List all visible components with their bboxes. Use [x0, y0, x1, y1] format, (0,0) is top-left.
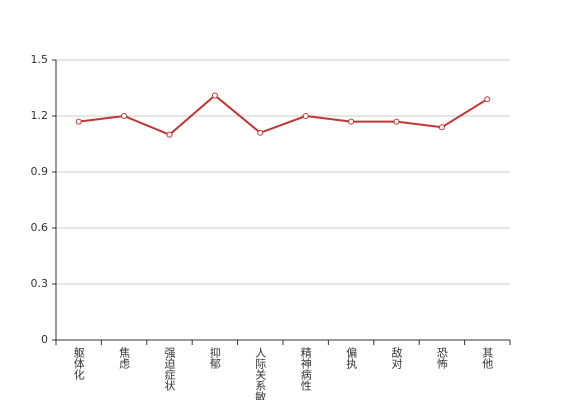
point [348, 118, 355, 125]
point [121, 113, 128, 119]
x-tick-label: 偏执 [345, 346, 358, 370]
y-tick-label: 0.9 [31, 165, 49, 178]
point [75, 118, 82, 125]
point [166, 131, 173, 138]
x-tick-label: 躯体化 [72, 347, 85, 381]
y-tick-label: 0 [41, 333, 48, 346]
x-tick-label: 抑郁 [208, 346, 221, 369]
y-tick-label: 0.6 [31, 221, 49, 234]
x-tick-label: 其他 [481, 347, 494, 369]
x-tick-label: 敌对 [390, 346, 403, 369]
y-tick-label: 1.2 [31, 109, 49, 122]
x-tick-label: 强迫症状 [163, 347, 176, 391]
line [78, 94, 488, 136]
point [393, 118, 400, 125]
x-tick-label: 人际关系敏感 [254, 347, 267, 400]
y-tick-label: 1.5 [31, 53, 49, 66]
x-tick-label: 精神病性 [299, 347, 312, 392]
x-tick-label: 焦虑 [118, 347, 131, 369]
y-tick-label: 0.3 [31, 277, 49, 290]
point [438, 124, 445, 131]
x-tick-label: 恐怖 [435, 347, 448, 369]
point [211, 92, 218, 99]
point [302, 113, 309, 119]
point [484, 96, 491, 103]
point [257, 129, 264, 136]
